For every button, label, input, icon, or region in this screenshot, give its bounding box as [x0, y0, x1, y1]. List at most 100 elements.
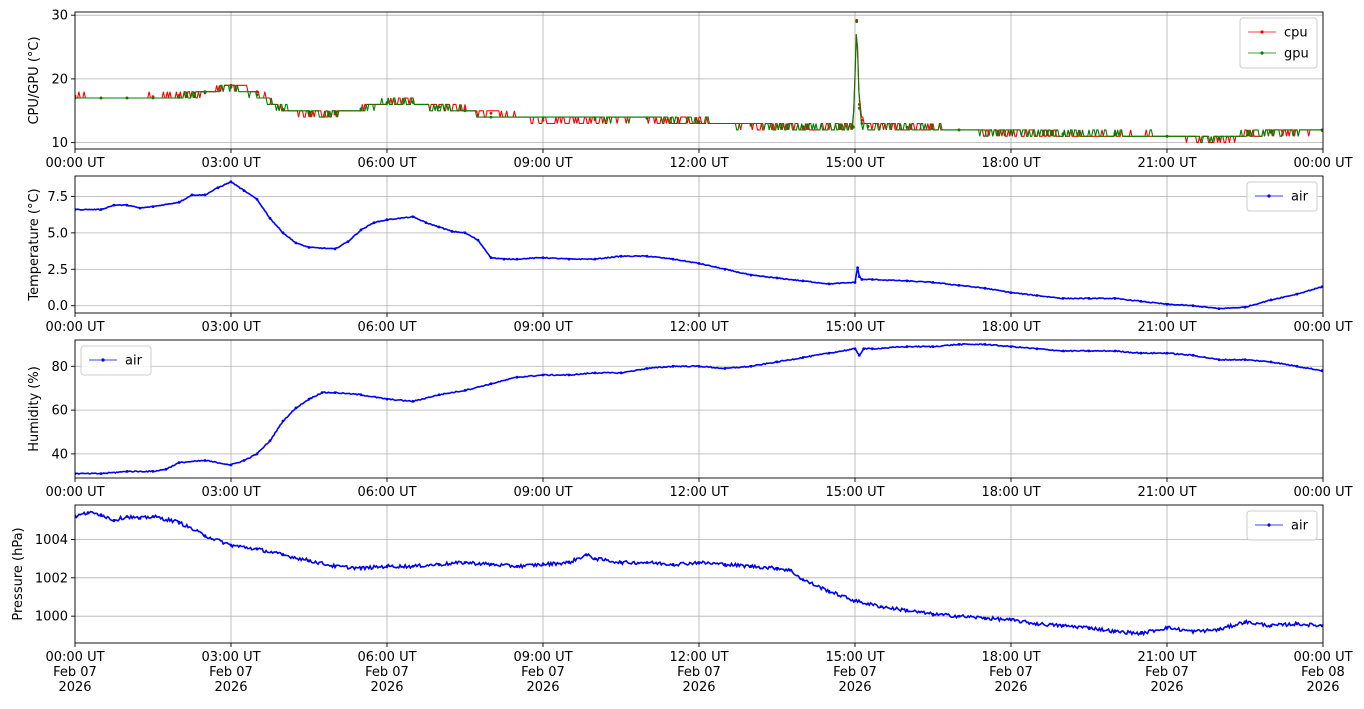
x-tick-label: 21:00 UT [1137, 156, 1196, 171]
data-point [216, 186, 220, 190]
data-point [229, 85, 233, 89]
data-point [801, 356, 805, 359]
data-point [281, 231, 285, 235]
data-point [229, 543, 233, 547]
legend-marker [1267, 523, 1271, 527]
data-point [1165, 302, 1169, 306]
data-point [905, 279, 909, 283]
data-point [177, 96, 181, 99]
x-tick-label: 21:00 UT Feb 07 2026 [1137, 650, 1196, 695]
x-tick-label: 09:00 UT [513, 156, 572, 171]
x-tick-label: 00:00 UT [1293, 320, 1352, 335]
data-point [645, 254, 649, 258]
data-point [1217, 307, 1221, 310]
data-point [333, 391, 337, 394]
data-point [1165, 134, 1169, 138]
series-air [75, 180, 1323, 310]
data-point [749, 123, 753, 127]
data-point [905, 609, 909, 612]
data-point [450, 230, 454, 233]
y-tick-label: 1002 [35, 571, 68, 586]
data-point [619, 371, 623, 375]
data-point [855, 20, 859, 23]
data-point [125, 203, 129, 207]
y-axis-label: Humidity (%) [27, 366, 42, 452]
data-point [866, 125, 870, 129]
data-point [827, 589, 831, 593]
data-point [489, 563, 493, 566]
x-tick-label: 09:00 UT [513, 485, 572, 500]
y-tick-label: 10 [51, 136, 68, 151]
data-point [411, 101, 415, 104]
data-point [437, 225, 441, 229]
data-point [1061, 297, 1065, 300]
data-point [307, 246, 311, 249]
data-point [957, 128, 961, 132]
x-tick-label: 12:00 UT [669, 485, 728, 500]
legend-entry-air: air [125, 354, 143, 369]
data-point [671, 257, 675, 261]
data-point [151, 205, 155, 209]
y-tick-label: 7.5 [47, 190, 68, 205]
data-point [853, 281, 857, 284]
data-point [99, 513, 103, 516]
data-point [424, 221, 428, 225]
y-tick-label: 1000 [35, 610, 68, 625]
data-point [645, 116, 649, 120]
data-point [86, 511, 90, 515]
data-point [1269, 298, 1273, 302]
data-point [593, 371, 597, 375]
legend-entry-air: air [1291, 519, 1309, 534]
data-point [645, 367, 649, 370]
data-point [255, 547, 259, 551]
data-point [1139, 632, 1143, 635]
data-point [775, 276, 779, 280]
data-point [957, 614, 961, 618]
data-point [515, 564, 519, 568]
data-point [203, 90, 207, 94]
data-point [333, 247, 337, 251]
data-point [320, 391, 324, 394]
data-point [862, 347, 866, 351]
data-point [99, 472, 103, 475]
data-point [1165, 351, 1169, 355]
data-point [437, 393, 441, 397]
data-point [1113, 630, 1117, 633]
data-point [125, 515, 129, 518]
data-point [151, 96, 155, 100]
data-point [697, 561, 701, 564]
data-point [489, 115, 493, 119]
data-point [359, 566, 363, 570]
series-gpu [75, 20, 1323, 144]
data-point [567, 561, 571, 564]
data-point [177, 520, 181, 524]
data-point [294, 241, 298, 245]
y-tick-label: 0.0 [47, 299, 68, 314]
data-point [1009, 130, 1013, 134]
data-point [1139, 351, 1143, 355]
x-tick-label: 03:00 UT Feb 07 2026 [201, 650, 260, 695]
series-air [75, 510, 1323, 637]
data-point [437, 563, 441, 566]
x-tick-label: 18:00 UT [981, 320, 1040, 335]
x-tick-label: 00:00 UT Feb 08 2026 [1293, 650, 1352, 695]
x-tick-label: 15:00 UT [825, 320, 884, 335]
data-point [1009, 291, 1013, 294]
data-point [1087, 297, 1091, 300]
data-point [1035, 294, 1039, 297]
data-point [801, 125, 805, 129]
data-point [619, 561, 623, 564]
x-tick-label: 06:00 UT [357, 156, 416, 171]
data-point [827, 282, 831, 286]
data-point [1191, 630, 1195, 633]
data-point [593, 557, 597, 561]
data-point [1269, 360, 1273, 364]
data-point [151, 470, 155, 473]
data-point [372, 221, 376, 225]
data-point [385, 564, 389, 568]
data-point [671, 563, 675, 566]
data-point [749, 273, 753, 277]
data-point [112, 518, 116, 522]
data-point [905, 125, 909, 129]
x-tick-label: 06:00 UT [357, 485, 416, 500]
